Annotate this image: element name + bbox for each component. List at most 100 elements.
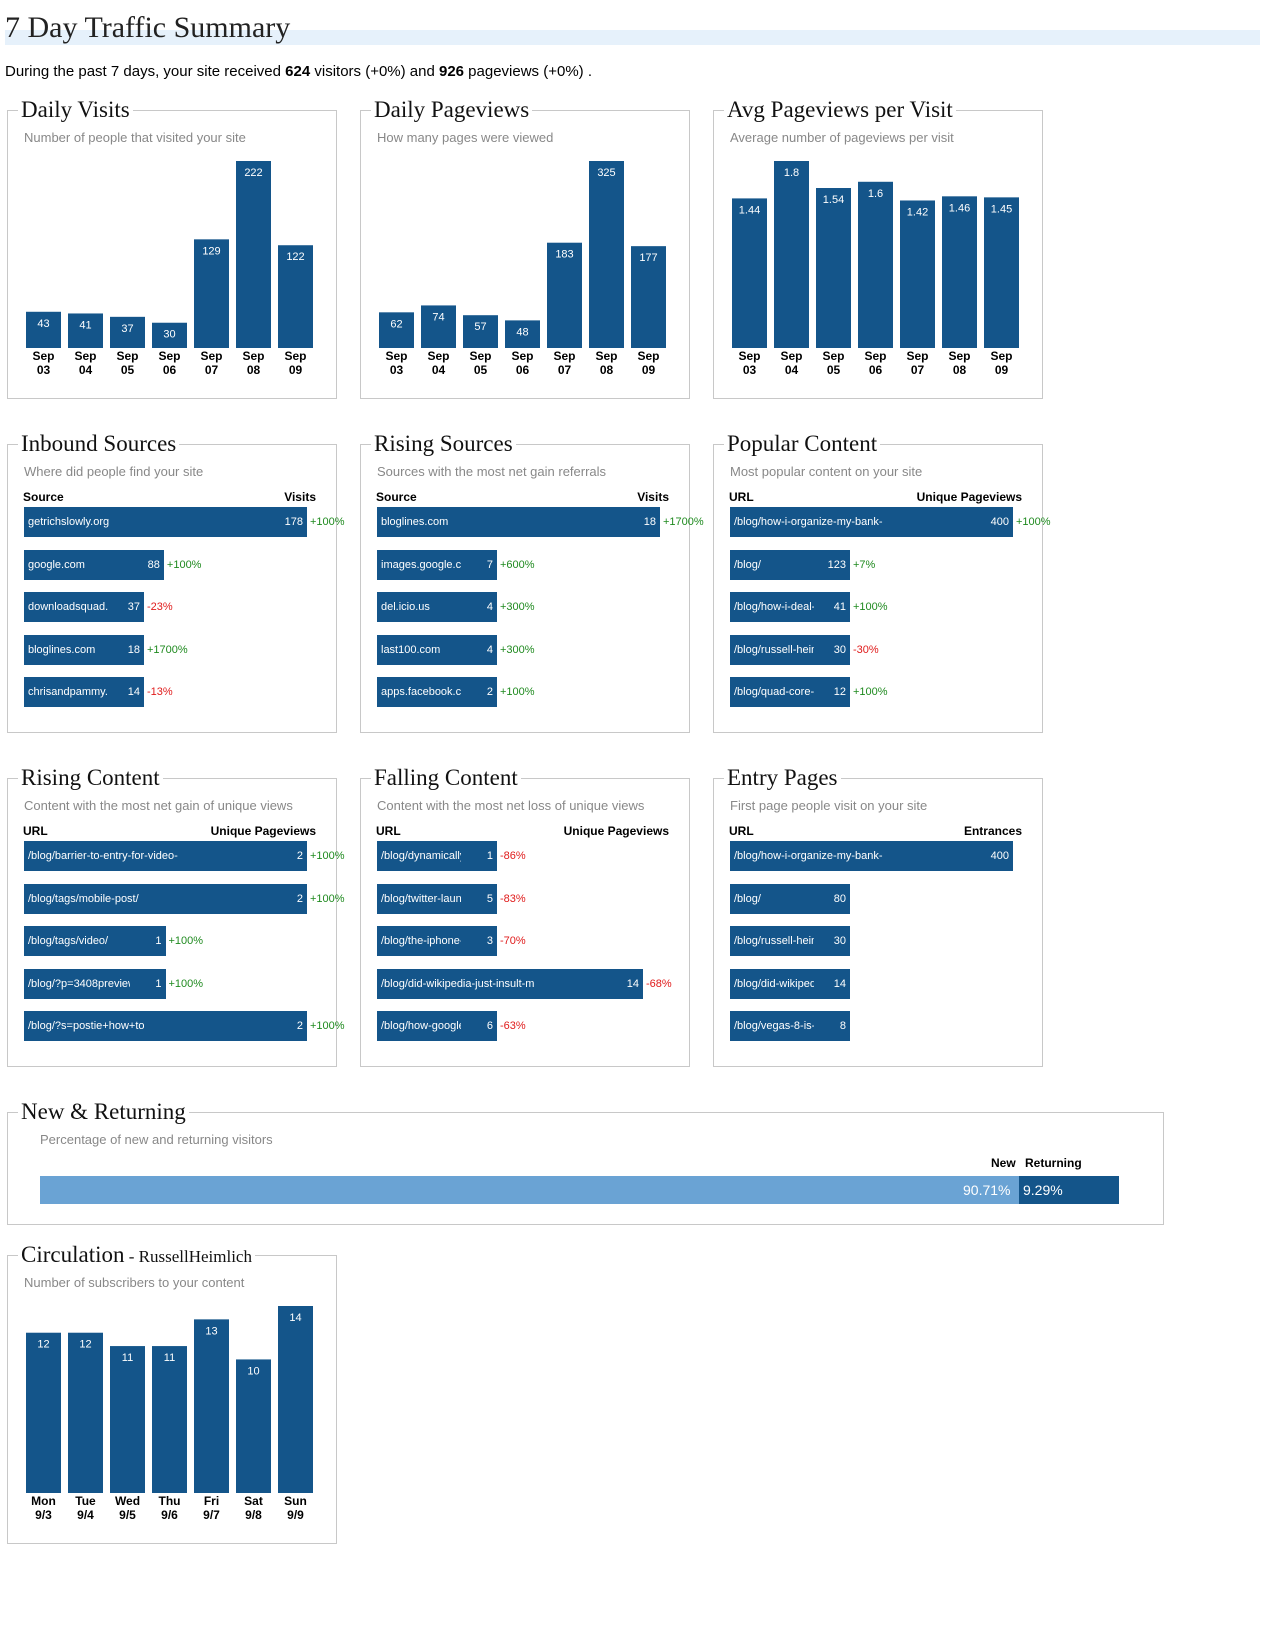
change-percent: -63% [500, 1020, 526, 1032]
x-tick-label: Sep [864, 349, 886, 363]
x-tick-label: Sep [511, 349, 533, 363]
list-item-label: /blog/tags/video/ [28, 935, 109, 947]
bar-value-label: 325 [597, 167, 615, 179]
change-percent: -86% [500, 850, 526, 862]
bar-6 [984, 197, 1019, 348]
bar-value-label: 11 [164, 1352, 175, 1364]
list-item-value: 1 [155, 935, 162, 947]
x-tick-label: 08 [247, 363, 261, 377]
list-item-value: 30 [833, 643, 846, 656]
bar-value-label: 43 [37, 318, 49, 330]
bar-value-label: 48 [516, 326, 528, 338]
daily-pageviews-chart: 62Sep0374Sep0457Sep0548Sep06183Sep07325S… [379, 161, 666, 377]
list-bar [24, 1011, 307, 1041]
list-item-label: /blog/how-google-can-turn-you [381, 1020, 461, 1032]
popular-content-title: Popular Content [724, 429, 881, 459]
list-item-value: 1 [155, 977, 162, 990]
bar-1 [68, 313, 103, 348]
list-item-value: 4 [486, 643, 493, 656]
list-item-value: 6 [486, 1020, 493, 1032]
avg-pageviews-title: Avg Pageviews per Visit [724, 95, 956, 125]
list-item-label: /blog/vegas-8-is-coming-soon/ [734, 1020, 814, 1032]
x-tick-label: 09 [289, 363, 303, 377]
list-item-label: /blog/how-i-deal-with-junk-mail. [734, 601, 814, 613]
x-tick-label: 08 [600, 363, 614, 377]
x-tick-label: Sep [948, 349, 970, 363]
daily-visits-panel: Daily Visits Number of people that visit… [7, 95, 337, 399]
list-bar [24, 841, 307, 871]
x-tick-label: Sep [116, 349, 138, 363]
bar-value-label: 74 [432, 311, 444, 323]
returning-visitors-bar [1019, 1176, 1119, 1204]
list-item-label: /blog/did-wikipedia-just-insult-m [734, 977, 814, 990]
change-percent: +100% [310, 516, 345, 528]
change-percent: +100% [500, 686, 535, 698]
list-item-label: bloglines.com [28, 643, 96, 656]
x-tick-label: Sep [906, 349, 928, 363]
bar-4 [900, 200, 935, 348]
x-tick-label: 9/5 [119, 1508, 136, 1522]
change-percent: -13% [147, 686, 173, 698]
list-bar [377, 549, 497, 580]
x-tick-label: Sat [244, 1494, 263, 1508]
bar-value-label: 1.46 [949, 202, 970, 214]
list-item-value: 18 [643, 516, 656, 528]
x-tick-label: 9/4 [77, 1508, 94, 1522]
bar-value-label: 129 [202, 245, 220, 257]
bar-value-label: 1.44 [739, 204, 760, 216]
list-bar [377, 968, 643, 999]
list-item-value: 7 [486, 558, 493, 571]
summary-text: During the past 7 days, your site receiv… [5, 62, 592, 82]
list-item-label: images.google.com [381, 558, 461, 571]
list-bar [377, 841, 497, 871]
new-visitors-percent: 90.71% [963, 1182, 1011, 1198]
x-tick-label: 06 [516, 363, 530, 377]
change-percent: +300% [500, 643, 535, 656]
rising-sources-panel: Rising Sources Sources with the most net… [360, 429, 704, 733]
change-percent: -70% [500, 935, 526, 947]
x-tick-label: Sep [200, 349, 222, 363]
list-bar [377, 634, 497, 665]
bar-3 [505, 320, 540, 348]
circulation-panel: Circulation - RussellHeimlich Number of … [7, 1240, 337, 1544]
entry-pages-panel: Entry Pages First page people visit on y… [713, 763, 1043, 1067]
list-bar [24, 549, 164, 580]
x-tick-label: Sep [32, 349, 54, 363]
list-bar [24, 634, 144, 665]
x-tick-label: Sep [385, 349, 407, 363]
x-tick-label: Sep [74, 349, 96, 363]
list-item-value: 2 [486, 686, 493, 698]
list-item-value: 14 [833, 977, 846, 990]
bar-1 [68, 1332, 103, 1493]
list-item-value: 3 [486, 935, 493, 947]
entry-pages-title: Entry Pages [724, 763, 841, 793]
list-item-value: 8 [839, 1020, 846, 1032]
list-item-label: /blog/?s=postie+how+to [28, 1020, 145, 1032]
x-tick-label: 9/7 [203, 1508, 220, 1522]
pageviews-column-header: Unique Pageviews [563, 824, 669, 838]
list-item-value: 18 [127, 643, 140, 656]
list-bar [24, 507, 307, 537]
list-bar [24, 968, 166, 999]
inbound-sources-panel: Inbound Sources Where did people find yo… [7, 429, 345, 733]
x-tick-label: Sep [637, 349, 659, 363]
daily-pageviews-title: Daily Pageviews [371, 95, 533, 125]
list-item-label: /blog/?p=3408preview=true [28, 977, 130, 990]
x-tick-label: Thu [159, 1494, 181, 1508]
list-item-label: downloadsquad.com [28, 601, 108, 613]
list-bar [730, 841, 1013, 871]
list-bar [24, 926, 166, 956]
bar-5 [236, 1359, 271, 1493]
bar-value-label: 10 [247, 1365, 259, 1377]
x-tick-label: 9/3 [35, 1508, 52, 1522]
new-column-header: New [991, 1156, 1016, 1170]
list-bar [377, 677, 497, 707]
x-tick-label: Sep [242, 349, 264, 363]
x-tick-label: 05 [474, 363, 488, 377]
bar-value-label: 183 [555, 249, 573, 261]
x-tick-label: Tue [75, 1494, 96, 1508]
bar-4 [194, 1319, 229, 1493]
change-percent: +100% [1016, 516, 1051, 528]
list-item-value: 400 [990, 850, 1009, 862]
change-percent: +300% [500, 601, 535, 613]
